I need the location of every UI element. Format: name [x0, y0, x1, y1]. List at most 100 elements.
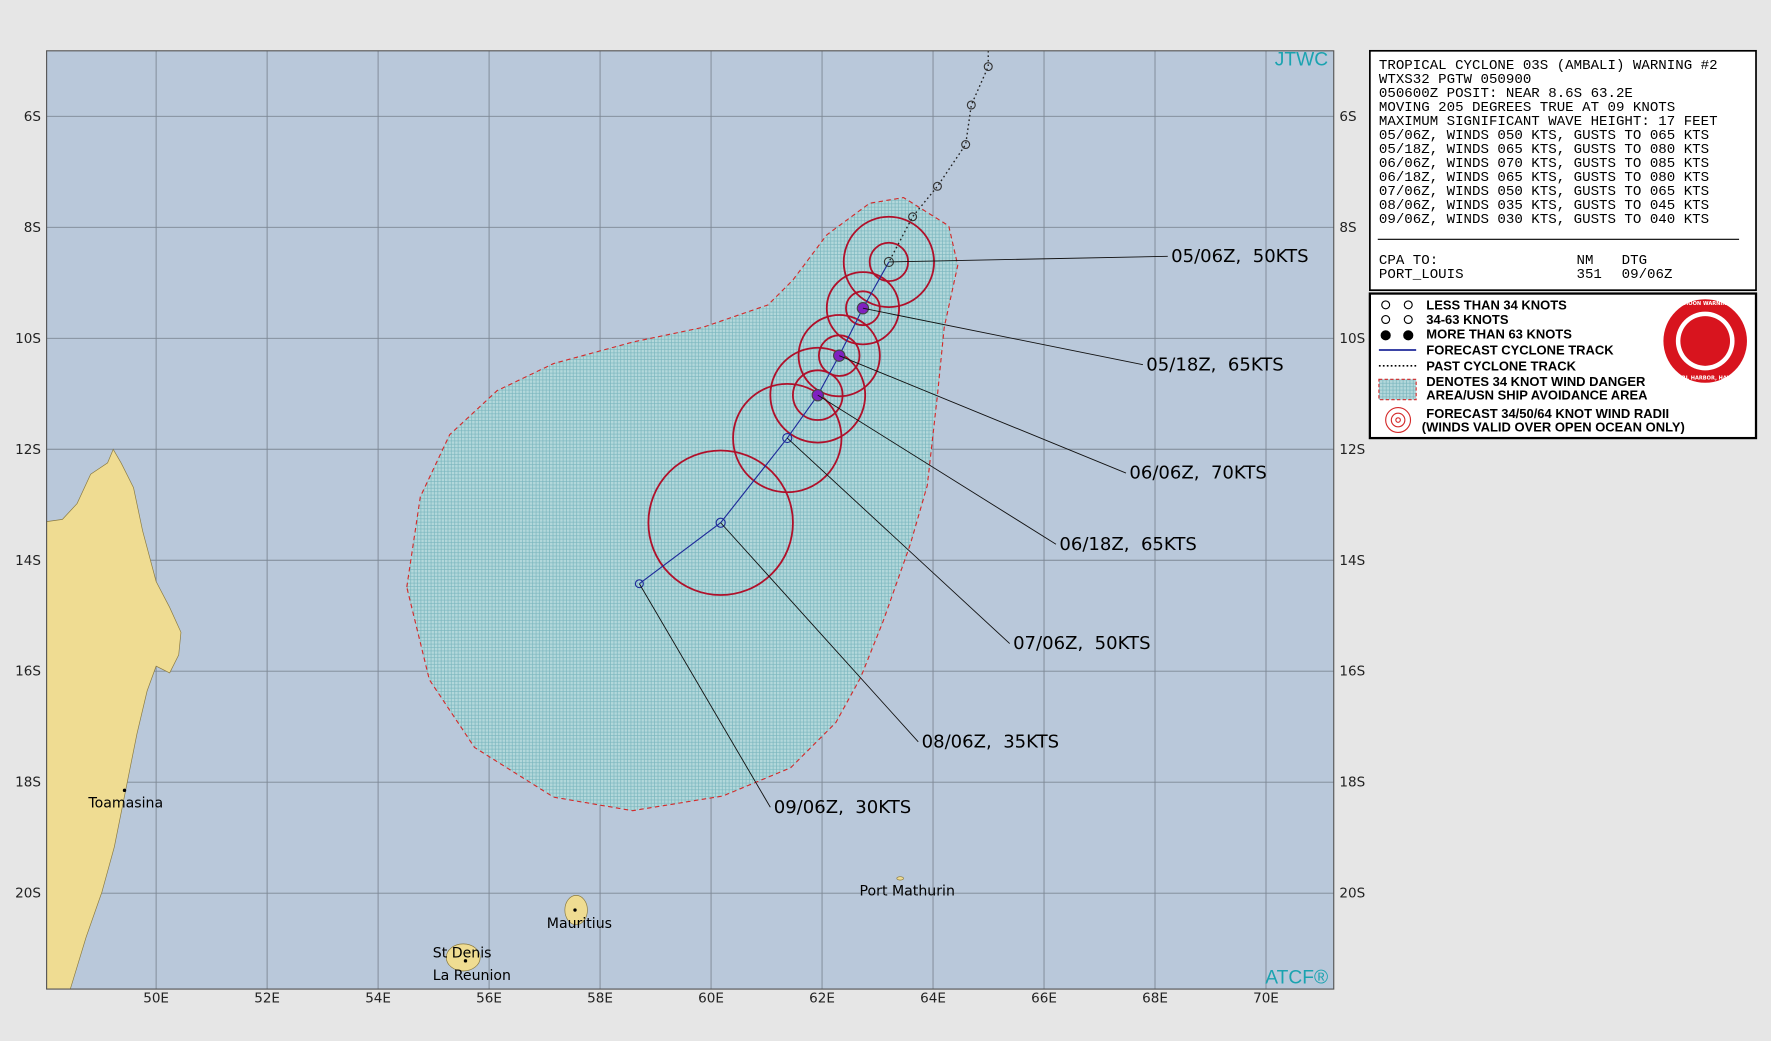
place-label: La Reunion: [433, 968, 511, 984]
cpa-header: CPA TO:: [1379, 253, 1438, 269]
radius-34kt: [825, 271, 900, 346]
past-position: [983, 62, 993, 72]
lon-label: 50E: [143, 991, 169, 1007]
leader-line: [862, 307, 1144, 366]
lat-label: 8S: [1339, 220, 1356, 236]
past-positions: [908, 62, 993, 222]
warning-line: MOVING 205 DEGREES TRUE AT 09 KNOTS: [1379, 100, 1675, 116]
cpa-value: PORT_LOUIS: [1379, 267, 1464, 283]
madagascar: [46, 448, 182, 990]
reunion-island: [445, 943, 481, 972]
lon-label: 52E: [254, 991, 280, 1007]
cpa-value: 09/06Z: [1622, 267, 1673, 283]
lat-label: 16S: [1339, 664, 1365, 680]
lat-label: 20S: [1339, 886, 1365, 902]
labels: 50E 52E 54E 56E 58E 60E 62E 64E 66E 68E 70E 6S 6S 8S 8…: [15, 49, 1365, 1006]
lon-label: 58E: [587, 991, 613, 1007]
leader-line: [638, 583, 771, 808]
warning-line: MAXIMUM SIGNIFICANT WAVE HEIGHT: 17 FEET: [1379, 114, 1718, 130]
warning-line: WTXS32 PGTW 050900: [1379, 72, 1531, 88]
warning-line: 05/06Z, WINDS 050 KTS, GUSTS TO 065 KTS: [1379, 128, 1709, 144]
lon-label: 66E: [1031, 991, 1057, 1007]
lon-label: 62E: [809, 991, 835, 1007]
legend-icons: [1378, 300, 1417, 433]
lon-label: 68E: [1142, 991, 1168, 1007]
forecast-label: 06/18Z, 65KTS: [1059, 534, 1196, 555]
lat-label: 16S: [15, 664, 41, 680]
place-label: Toamasina: [87, 795, 163, 811]
cpa-header: DTG: [1622, 253, 1647, 269]
forecast-position: [715, 517, 726, 528]
legend-item: FORECAST 34/50/64 KNOT WIND RADII: [1426, 406, 1669, 421]
legend-item: AREA/USN SHIP AVOIDANCE AREA: [1426, 388, 1648, 403]
place-dot: [122, 788, 127, 793]
legend-item: PAST CYCLONE TRACK: [1426, 358, 1576, 373]
leader-lines: [638, 255, 1168, 808]
leader-line: [888, 255, 1168, 263]
forecast-label: 05/18Z, 65KTS: [1146, 354, 1283, 375]
place-label: Mauritius: [547, 916, 612, 932]
lon-label: 64E: [920, 991, 946, 1007]
lat-label: 18S: [1339, 775, 1365, 791]
leader-line: [839, 355, 1127, 474]
radius-50kt: [817, 334, 861, 377]
forecast-position: [634, 579, 644, 589]
lat-label: 6S: [24, 109, 41, 125]
map: [46, 50, 1334, 990]
lat-label: 20S: [15, 886, 41, 902]
past-position: [908, 212, 918, 222]
place-label: Port Mathurin: [860, 883, 955, 899]
warning-line: 06/18Z, WINDS 065 KTS, GUSTS TO 080 KTS: [1379, 170, 1709, 186]
lon-label: 60E: [698, 991, 724, 1007]
lat-label: 8S: [24, 220, 41, 236]
radius-34kt: [797, 314, 881, 398]
leader-line: [720, 522, 919, 743]
forecast-label: 06/06Z, 70KTS: [1129, 463, 1266, 484]
lat-label: 12S: [15, 442, 41, 458]
leader-line: [817, 394, 1057, 545]
cpa-header: NM: [1576, 253, 1593, 269]
map-frame: [46, 50, 1335, 990]
logo-text: JOINT TYPHOON WARNING CENTER: [1655, 301, 1755, 307]
rodrigues-island: [896, 876, 904, 881]
lat-label: 10S: [1339, 331, 1365, 347]
lat-label: 18S: [15, 775, 41, 791]
credit-label: ATCF®: [1265, 967, 1328, 988]
place-label: St Denis: [433, 945, 492, 961]
lat-label: 12S: [1339, 442, 1365, 458]
warning-line: 06/06Z, WINDS 070 KTS, GUSTS TO 085 KTS: [1379, 156, 1709, 172]
past-position: [966, 100, 976, 110]
forecast-label: 08/06Z, 35KTS: [922, 731, 1059, 752]
radius-34kt: [769, 346, 867, 444]
radius-34kt: [842, 215, 935, 309]
legend-item: MORE THAN 63 KNOTS: [1426, 327, 1572, 342]
forecast-label: 05/06Z, 50KTS: [1171, 246, 1308, 267]
radius-50kt: [792, 369, 844, 421]
lat-label: 6S: [1339, 109, 1356, 125]
lat-label: 10S: [15, 331, 41, 347]
lat-label: 14S: [1339, 553, 1365, 569]
radius-34kt: [647, 449, 794, 596]
leader-line: [786, 437, 1011, 644]
warning-line: 07/06Z, WINDS 050 KTS, GUSTS TO 065 KTS: [1379, 184, 1709, 200]
warning-box: [1369, 49, 1757, 292]
forecast-position: [782, 432, 793, 444]
warning-line: 09/06Z, WINDS 030 KTS, GUSTS TO 040 KTS: [1379, 212, 1709, 228]
warning-line: 050600Z POSIT: NEAR 8.6S 63.2E: [1379, 86, 1633, 102]
cpa-value: 351: [1576, 267, 1601, 283]
radius-34kt: [732, 382, 843, 494]
lon-label: 56E: [476, 991, 502, 1007]
legend-item: LESS THAN 34 KNOTS: [1426, 297, 1567, 312]
warning-line: 05/18Z, WINDS 065 KTS, GUSTS TO 080 KTS: [1379, 142, 1709, 158]
legend-item: FORECAST CYCLONE TRACK: [1426, 343, 1614, 358]
wind-radii: [647, 215, 935, 596]
lon-label: 54E: [365, 991, 391, 1007]
legend-item: 34-63 KNOTS: [1426, 312, 1509, 327]
logo-core: [1680, 316, 1731, 366]
forecast-label: 09/06Z, 30KTS: [774, 797, 911, 818]
radius-50kt: [845, 290, 881, 327]
place-dot: [463, 959, 468, 963]
warning-line: 08/06Z, WINDS 035 KTS, GUSTS TO 045 KTS: [1379, 198, 1709, 214]
warning-line: TROPICAL CYCLONE 03S (AMBALI) WARNING #2: [1379, 58, 1718, 74]
